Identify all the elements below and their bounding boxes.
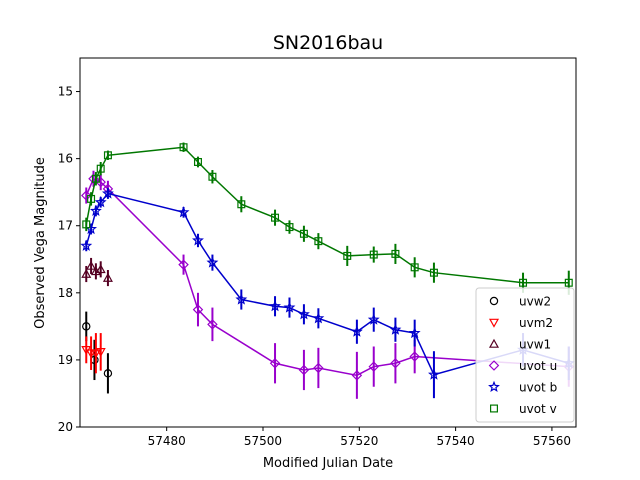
- data-point: [237, 200, 246, 209]
- data-point: [87, 194, 96, 203]
- data-point: [314, 237, 323, 246]
- data-point: [389, 323, 402, 335]
- y-tick-label: 17: [58, 219, 73, 233]
- data-point: [95, 176, 106, 188]
- data-point: [350, 325, 363, 337]
- chart-title: SN2016bau: [273, 32, 383, 54]
- data-point: [409, 351, 420, 362]
- data-point: [343, 251, 352, 260]
- series-uvot-u: [81, 170, 575, 399]
- data-point: [103, 369, 113, 378]
- data-point: [179, 143, 188, 152]
- data-point: [178, 259, 189, 270]
- data-point: [429, 268, 438, 277]
- plot-area: [80, 142, 575, 399]
- data-point: [192, 234, 204, 246]
- data-point: [297, 308, 310, 320]
- series-uvm2: [81, 333, 106, 374]
- data-point: [271, 213, 280, 222]
- data-point: [235, 293, 248, 305]
- y-tick-label: 15: [58, 85, 73, 99]
- data-point: [391, 249, 400, 258]
- data-point: [103, 151, 112, 160]
- data-point: [177, 206, 190, 218]
- data-point: [95, 264, 106, 274]
- data-point: [390, 358, 401, 369]
- series-uvw2: [82, 311, 113, 394]
- data-point: [313, 362, 324, 374]
- legend-label-uvw1: uvw1: [519, 338, 551, 352]
- data-point: [410, 263, 419, 272]
- data-point: [193, 157, 202, 166]
- x-tick-label: 57520: [340, 434, 378, 448]
- data-point: [564, 278, 573, 287]
- data-point: [207, 319, 218, 330]
- data-point: [519, 278, 528, 287]
- data-point: [298, 364, 310, 376]
- y-tick-label: 19: [58, 353, 73, 367]
- data-point: [81, 268, 92, 278]
- data-point: [285, 223, 294, 232]
- data-point: [208, 172, 217, 181]
- data-point: [206, 256, 219, 268]
- data-point: [369, 250, 378, 259]
- x-tick-label: 57540: [437, 434, 475, 448]
- data-point: [192, 304, 204, 315]
- data-point: [312, 312, 325, 324]
- data-point: [95, 348, 106, 358]
- legend: uvw2 uvm2 uvw1 uvot u uvot b uvot v: [475, 287, 575, 423]
- legend-marker-uvot-u: [488, 360, 500, 371]
- data-point: [80, 239, 93, 251]
- legend-label-uvot-v: uvot v: [519, 402, 557, 416]
- x-tick-label: 57560: [533, 434, 571, 448]
- data-point: [102, 272, 113, 282]
- data-point: [428, 368, 440, 380]
- legend-marker-uvw1: [488, 338, 500, 348]
- series-uvot-b: [80, 187, 575, 399]
- legend-marker-uvot-v: [490, 404, 499, 413]
- series-uvw1: [81, 257, 113, 287]
- data-point: [269, 358, 281, 369]
- data-point: [91, 174, 100, 183]
- data-point: [86, 260, 97, 270]
- data-point: [81, 190, 92, 201]
- legend-label-uvot-u: uvot u: [519, 359, 557, 373]
- y-axis-label: Observed Vega Magnitude: [33, 157, 48, 329]
- y-tick-label: 16: [58, 152, 73, 166]
- series-uvot-v: [82, 142, 573, 295]
- legend-label-uvot-b: uvot b: [519, 381, 557, 395]
- data-point: [351, 370, 363, 381]
- data-point: [101, 187, 114, 199]
- legend-label-uvm2: uvm2: [519, 316, 553, 330]
- x-axis-label: Modified Julian Date: [263, 456, 393, 471]
- data-point: [408, 326, 421, 339]
- data-point: [299, 229, 308, 238]
- data-point: [96, 164, 105, 173]
- y-tick-label: 20: [58, 420, 73, 434]
- data-point: [82, 322, 91, 331]
- y-tick-label: 18: [58, 286, 73, 300]
- legend-marker-uvm2: [488, 318, 500, 328]
- data-point: [94, 196, 107, 208]
- x-tick-label: 57480: [148, 434, 186, 448]
- data-point: [368, 361, 379, 372]
- legend-box: [475, 287, 575, 423]
- data-point: [86, 349, 97, 359]
- legend-marker-uvot-b: [488, 380, 500, 393]
- data-point: [90, 349, 101, 359]
- data-point: [283, 301, 296, 313]
- data-point: [269, 300, 281, 312]
- plot-frame: [79, 57, 577, 428]
- data-point: [89, 204, 102, 217]
- axes: 57480 57500 57520 57540 57560 15 16 17 18 19 20: [58, 57, 577, 448]
- data-point: [367, 313, 380, 325]
- legend-label-uvw2: uvw2: [519, 295, 551, 309]
- data-layer: [80, 142, 575, 399]
- legend-marker-uvw2: [489, 296, 499, 306]
- x-tick-label: 57500: [244, 434, 282, 448]
- data-point: [82, 220, 91, 229]
